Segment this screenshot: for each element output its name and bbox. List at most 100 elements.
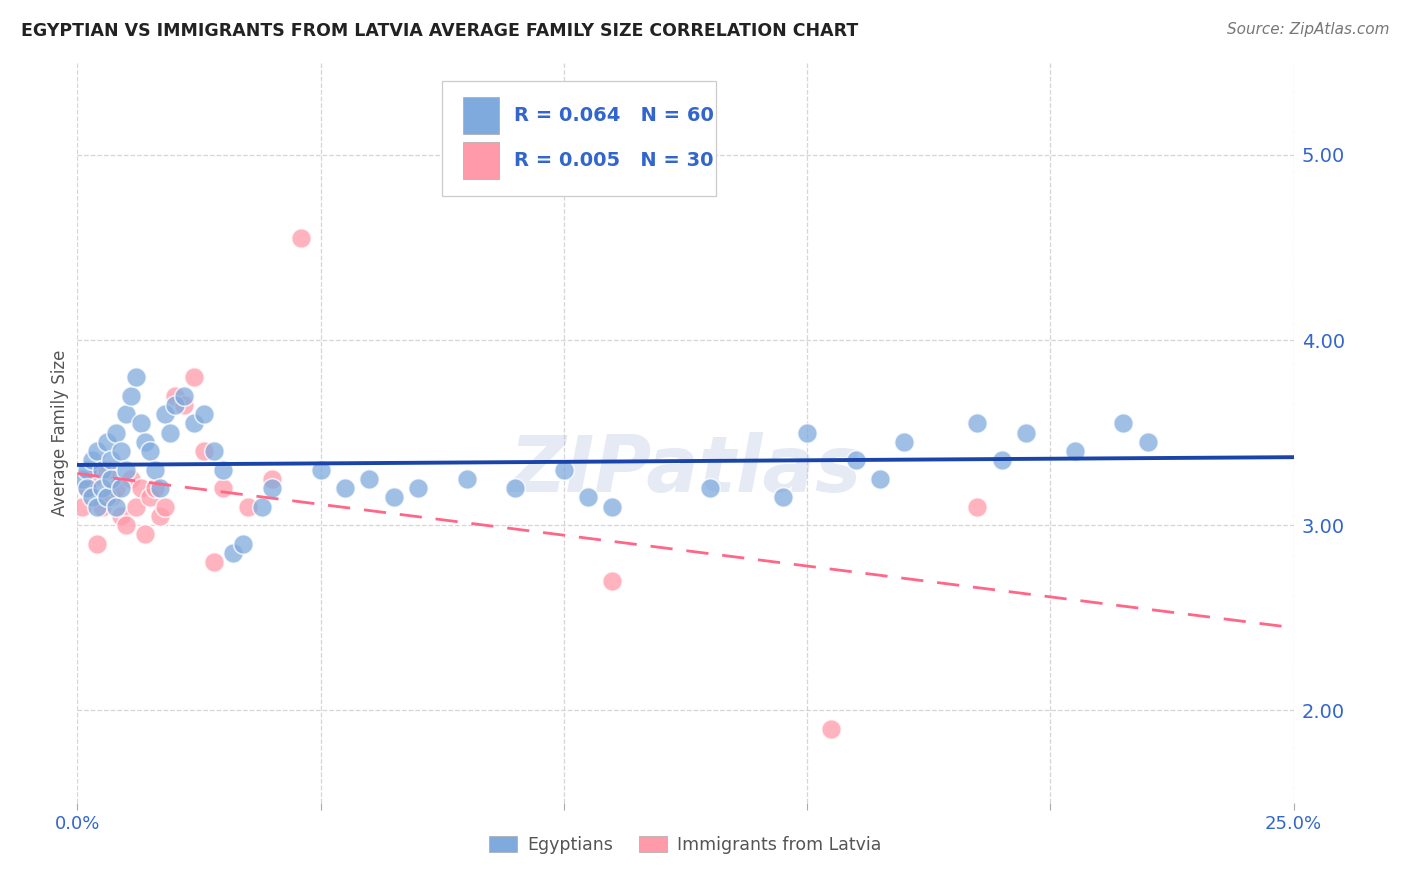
Point: [86, 536, 108, 550]
Point: [110, 444, 132, 458]
Point: [260, 481, 283, 495]
Point: [173, 388, 195, 402]
Point: [125, 500, 148, 514]
Point: [250, 500, 273, 514]
Point: [96, 491, 118, 505]
Point: [193, 444, 215, 458]
Point: [236, 500, 259, 514]
Point: [105, 425, 128, 440]
Point: [1136, 434, 1159, 449]
Point: [202, 555, 225, 569]
Text: Source: ZipAtlas.com: Source: ZipAtlas.com: [1226, 22, 1389, 37]
FancyBboxPatch shape: [463, 97, 499, 135]
Point: [105, 500, 128, 514]
Point: [115, 518, 138, 533]
Point: [1015, 425, 1038, 440]
Point: [309, 462, 332, 476]
Point: [159, 425, 181, 440]
Point: [129, 481, 152, 495]
Point: [260, 472, 283, 486]
Point: [110, 508, 132, 523]
Point: [143, 462, 166, 476]
Point: [96, 434, 118, 449]
Point: [382, 491, 405, 505]
Point: [134, 527, 156, 541]
Point: [796, 425, 818, 440]
Point: [183, 417, 205, 431]
Point: [1063, 444, 1085, 458]
Point: [602, 574, 624, 588]
Point: [153, 407, 176, 421]
Text: ZIPatlas: ZIPatlas: [509, 432, 862, 508]
Text: R = 0.005   N = 30: R = 0.005 N = 30: [515, 151, 713, 169]
Point: [212, 481, 235, 495]
Point: [183, 370, 205, 384]
Point: [232, 536, 254, 550]
Point: [139, 491, 162, 505]
Point: [333, 481, 356, 495]
Point: [503, 481, 526, 495]
Point: [772, 491, 794, 505]
Point: [120, 388, 142, 402]
Point: [173, 398, 195, 412]
Point: [76, 481, 98, 495]
Point: [100, 472, 122, 486]
Point: [129, 417, 152, 431]
Point: [966, 500, 988, 514]
Point: [602, 500, 624, 514]
Point: [359, 472, 381, 486]
Point: [456, 472, 478, 486]
Point: [406, 481, 429, 495]
Point: [80, 453, 103, 467]
Point: [76, 462, 98, 476]
Point: [553, 462, 575, 476]
Point: [845, 453, 868, 467]
Point: [110, 481, 132, 495]
Y-axis label: Average Family Size: Average Family Size: [51, 350, 69, 516]
Legend: Egyptians, Immigrants from Latvia: Egyptians, Immigrants from Latvia: [482, 829, 889, 861]
Point: [149, 508, 172, 523]
Point: [143, 481, 166, 495]
Point: [153, 500, 176, 514]
Point: [212, 462, 235, 476]
Point: [576, 491, 599, 505]
Point: [115, 462, 138, 476]
Point: [163, 388, 186, 402]
Point: [80, 472, 103, 486]
FancyBboxPatch shape: [463, 142, 499, 178]
Point: [90, 500, 112, 514]
Point: [893, 434, 915, 449]
Point: [163, 398, 186, 412]
Point: [139, 444, 162, 458]
Text: EGYPTIAN VS IMMIGRANTS FROM LATVIA AVERAGE FAMILY SIZE CORRELATION CHART: EGYPTIAN VS IMMIGRANTS FROM LATVIA AVERA…: [21, 22, 858, 40]
Text: R = 0.064   N = 60: R = 0.064 N = 60: [515, 106, 714, 125]
Point: [86, 444, 108, 458]
Point: [90, 462, 112, 476]
Point: [990, 453, 1012, 467]
FancyBboxPatch shape: [441, 81, 716, 195]
Point: [193, 407, 215, 421]
Point: [966, 417, 988, 431]
Point: [96, 462, 118, 476]
Point: [86, 500, 108, 514]
Point: [115, 407, 138, 421]
Point: [820, 722, 842, 736]
Point: [134, 434, 156, 449]
Point: [290, 231, 312, 245]
Point: [202, 444, 225, 458]
Point: [70, 500, 93, 514]
Point: [100, 453, 122, 467]
Point: [125, 370, 148, 384]
Point: [100, 491, 122, 505]
Point: [699, 481, 721, 495]
Point: [120, 472, 142, 486]
Point: [76, 481, 98, 495]
Point: [222, 546, 245, 560]
Point: [869, 472, 891, 486]
Point: [105, 481, 128, 495]
Point: [149, 481, 172, 495]
Point: [1112, 417, 1135, 431]
Point: [90, 481, 112, 495]
Point: [80, 491, 103, 505]
Point: [70, 472, 93, 486]
